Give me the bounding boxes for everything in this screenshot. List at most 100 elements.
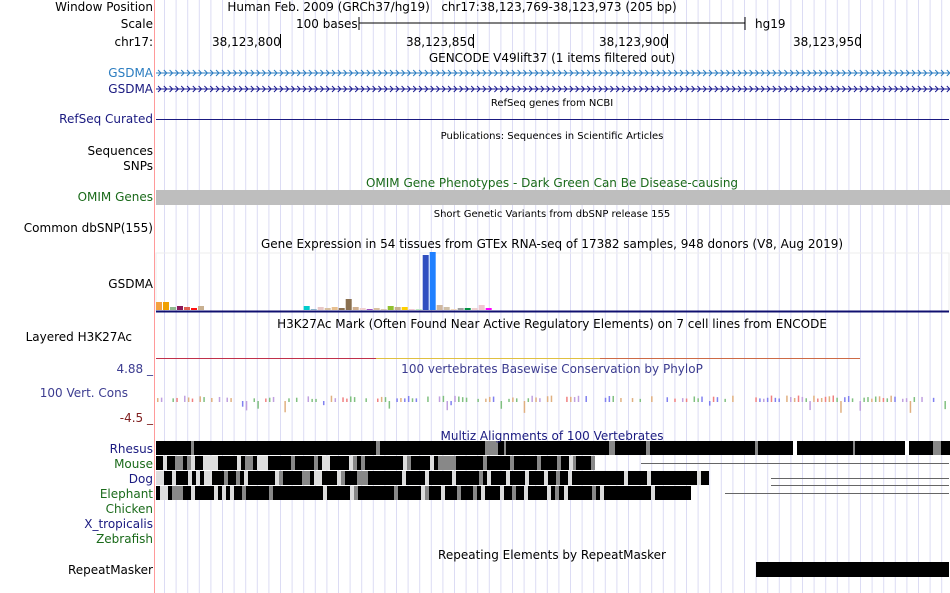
position[interactable]: chr17:38,123,769-38,123,973 (205 bp) xyxy=(441,0,677,14)
phylop-bar xyxy=(515,398,518,402)
gtex-bar xyxy=(478,305,485,310)
alignment-block xyxy=(560,471,568,485)
species-zebrafish[interactable]: Zebrafish xyxy=(96,532,153,546)
gencode-item-label[interactable]: GSDMA xyxy=(108,82,153,96)
phylop-bar xyxy=(697,398,699,402)
phylop-bar xyxy=(790,397,792,402)
alignment-block xyxy=(244,471,248,485)
phylop-bar xyxy=(523,401,526,413)
phylop-bar xyxy=(330,395,333,402)
species-chicken[interactable]: Chicken xyxy=(105,502,153,516)
alignment-block xyxy=(473,486,477,500)
gtex-bar xyxy=(359,308,366,310)
alignment-block xyxy=(510,471,525,485)
dbsnp-label[interactable]: Common dbSNP(155) xyxy=(23,221,153,235)
phylop-bar xyxy=(160,397,163,402)
phylop-bar xyxy=(674,398,676,402)
repeatmasker-title: Repeating Elements by RepeatMasker xyxy=(438,548,666,562)
phylop-bar xyxy=(411,398,414,402)
sequences-label[interactable]: Sequences xyxy=(87,144,153,158)
alignment-block xyxy=(236,471,240,485)
phylop-label[interactable]: 100 Vert. Cons xyxy=(39,386,128,400)
phylop-bar xyxy=(770,395,773,402)
phylop-bar xyxy=(651,396,653,402)
phylop-bar xyxy=(832,395,834,402)
phylop-bar xyxy=(890,395,892,402)
phylop-bar xyxy=(824,396,827,402)
alignment-block xyxy=(187,456,191,470)
phylop-bar xyxy=(400,398,402,402)
phylop-bar xyxy=(604,397,607,402)
species-dog[interactable]: Dog xyxy=(128,472,153,486)
alignment-block xyxy=(283,471,302,485)
gtex-label[interactable]: GSDMA xyxy=(108,277,153,291)
phylop-bar xyxy=(712,396,715,402)
omim-label[interactable]: OMIM Genes xyxy=(77,190,153,204)
refseq-label[interactable]: RefSeq Curated xyxy=(59,112,153,126)
alignment-block xyxy=(172,486,183,500)
phylop-bar xyxy=(184,395,186,402)
alignment-block xyxy=(568,471,572,485)
alignment-block xyxy=(430,456,434,470)
alignment-block xyxy=(310,471,314,485)
repeatmasker-label[interactable]: RepeatMasker xyxy=(67,563,153,577)
refseq-title: RefSeq genes from NCBI xyxy=(490,98,614,109)
phylop-bar xyxy=(805,398,807,402)
phylop-bar xyxy=(492,396,495,402)
gtex-bar xyxy=(191,308,197,310)
phylop-bar xyxy=(245,401,248,411)
alignment-block xyxy=(163,456,167,470)
alignment-block xyxy=(615,441,646,455)
alignment-block xyxy=(905,441,909,455)
alignment-block xyxy=(600,486,604,500)
alignment-block xyxy=(429,471,452,485)
alignment-block xyxy=(214,486,218,500)
alignment-block xyxy=(175,456,183,470)
gencode-item-label[interactable]: GSDMA xyxy=(108,66,153,80)
phylop-bar xyxy=(878,396,881,402)
h3k27ac-label[interactable]: Layered H3K27Ac xyxy=(25,330,132,344)
window-position-label: Window Position xyxy=(55,0,153,14)
species-mouse[interactable]: Mouse xyxy=(114,457,153,471)
phylop-bar xyxy=(226,397,228,402)
phylop-bar xyxy=(693,396,696,402)
gtex-bar xyxy=(443,307,450,310)
phylop-bar xyxy=(550,395,553,402)
phylop-bar xyxy=(701,396,703,402)
alignment-block xyxy=(330,456,349,470)
alignment-block xyxy=(429,486,441,500)
alignment-block xyxy=(516,486,524,500)
alignment-block xyxy=(477,486,481,500)
alignment-block xyxy=(793,441,797,455)
alignment-block xyxy=(195,456,203,470)
species-rhesus[interactable]: Rhesus xyxy=(109,442,153,456)
phylop-bar xyxy=(454,395,456,402)
phylop-bar xyxy=(766,397,769,402)
alignment-block xyxy=(537,456,541,470)
alignment-block xyxy=(156,456,163,470)
phylop-bar xyxy=(828,396,831,402)
alignment-block xyxy=(909,441,933,455)
multiz-title: Multiz Alignments of 100 Vertebrates xyxy=(440,429,664,443)
alignment-block xyxy=(322,456,330,470)
alignment-block xyxy=(592,486,596,500)
alignment-block xyxy=(591,456,595,470)
alignment-block xyxy=(456,456,483,470)
alignment-block xyxy=(172,471,176,485)
gtex-bar xyxy=(429,252,436,310)
alignment-block xyxy=(604,486,651,500)
species-x-tropicalis[interactable]: X_tropicalis xyxy=(84,517,153,531)
snps-label[interactable]: SNPs xyxy=(123,159,153,173)
alignment-block xyxy=(510,456,514,470)
alignment-block xyxy=(425,486,429,500)
alignment-block xyxy=(275,471,279,485)
alignment-block xyxy=(483,456,487,470)
phylop-bar xyxy=(871,398,873,402)
alignment-block xyxy=(357,456,361,470)
phylop-bar xyxy=(681,398,684,402)
alignment-block xyxy=(568,486,592,500)
species-elephant[interactable]: Elephant xyxy=(99,487,153,501)
alignment-block xyxy=(191,441,194,455)
